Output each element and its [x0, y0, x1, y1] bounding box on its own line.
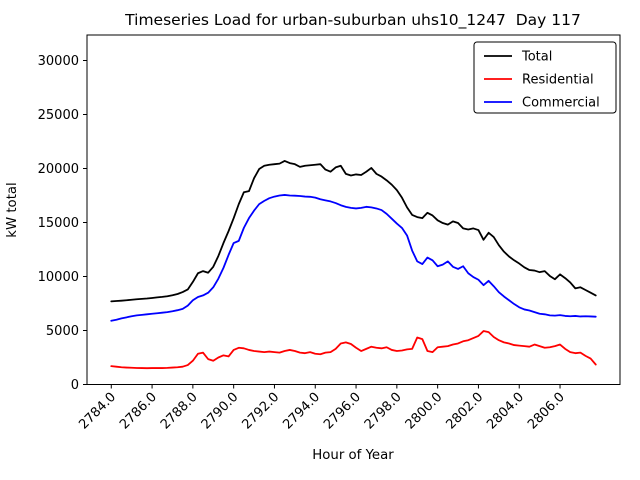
- y-tick-label: 30000: [38, 54, 79, 69]
- x-tick-label: 2806.0: [525, 390, 568, 433]
- x-tick-label: 2786.0: [117, 390, 160, 433]
- series-line-residential: [110, 330, 597, 370]
- series-line-total: [110, 160, 597, 303]
- axes-frame: [86, 34, 621, 385]
- x-tick-label: 2800.0: [403, 390, 446, 433]
- x-tick-label: 2788.0: [158, 390, 201, 433]
- legend-label-residential: Residential: [522, 73, 594, 88]
- y-tick-label: 20000: [38, 162, 79, 177]
- y-axis-label: kW total: [5, 182, 20, 237]
- chart-title: Timeseries Load for urban-suburban uhs10…: [124, 11, 581, 30]
- x-tick-label: 2802.0: [443, 390, 486, 433]
- x-tick-label: 2804.0: [484, 390, 527, 433]
- x-tick-label: 2790.0: [199, 390, 242, 433]
- legend-box: [473, 41, 617, 114]
- y-tick-label: 0: [71, 378, 79, 393]
- x-tick-label: 2794.0: [280, 390, 323, 433]
- y-tick-label: 15000: [38, 216, 79, 231]
- y-tick-label: 25000: [38, 108, 79, 123]
- x-axis-ticks: 2784.02786.02788.02790.02792.02794.02796…: [76, 384, 568, 433]
- series-line-commercial: [110, 194, 597, 322]
- x-tick-label: 2784.0: [76, 390, 119, 433]
- plot-area: 0 5000 10000 15000 20000 25000 30000 2784.02786…: [38, 34, 621, 433]
- legend-label-commercial: Commercial: [522, 96, 600, 111]
- x-axis-label: Hour of Year: [312, 448, 394, 463]
- x-tick-label: 2798.0: [362, 390, 405, 433]
- y-tick-label: 10000: [38, 270, 79, 285]
- x-tick-label: 2792.0: [240, 390, 283, 433]
- x-tick-label: 2796.0: [321, 390, 364, 433]
- legend-label-total: Total: [521, 50, 552, 65]
- y-tick-label: 5000: [46, 324, 79, 339]
- legend: Total Residential Commercial: [473, 41, 617, 114]
- y-axis-ticks: 0 5000 10000 15000 20000 25000 30000: [38, 54, 87, 393]
